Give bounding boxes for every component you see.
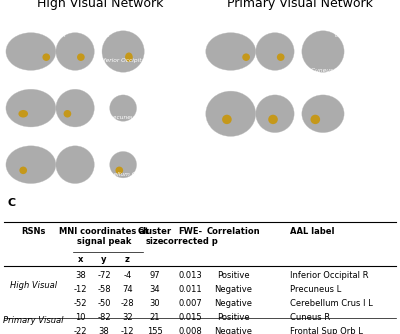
Text: Negative: Negative bbox=[214, 299, 252, 308]
Text: P: P bbox=[125, 82, 128, 87]
Text: Negative: Negative bbox=[214, 327, 252, 334]
Text: Cuneus R: Cuneus R bbox=[311, 68, 339, 73]
Ellipse shape bbox=[56, 33, 94, 70]
Ellipse shape bbox=[310, 115, 320, 124]
Ellipse shape bbox=[6, 146, 56, 184]
Text: L: L bbox=[292, 33, 295, 38]
Text: 74: 74 bbox=[122, 285, 133, 294]
Text: z: z bbox=[125, 255, 130, 264]
Text: Precuneus L: Precuneus L bbox=[290, 285, 342, 294]
Text: Primary Visual: Primary Visual bbox=[3, 316, 64, 325]
Text: Positive: Positive bbox=[217, 313, 250, 322]
Ellipse shape bbox=[19, 167, 27, 174]
Text: A: A bbox=[367, 14, 370, 19]
Text: A: A bbox=[54, 33, 57, 38]
Text: Correlation: Correlation bbox=[206, 227, 260, 236]
Text: R: R bbox=[106, 33, 109, 38]
Text: R: R bbox=[62, 33, 65, 38]
Text: A: A bbox=[125, 14, 128, 19]
Text: Negative: Negative bbox=[214, 285, 252, 294]
Text: x: x bbox=[78, 255, 83, 264]
Text: P: P bbox=[6, 33, 9, 38]
Ellipse shape bbox=[206, 91, 256, 136]
Text: B: B bbox=[202, 0, 210, 1]
Text: -82: -82 bbox=[97, 313, 111, 322]
Ellipse shape bbox=[6, 89, 56, 127]
Text: Frontal Sup Orb L: Frontal Sup Orb L bbox=[299, 162, 351, 167]
Ellipse shape bbox=[302, 95, 344, 133]
Title: High Visual Network: High Visual Network bbox=[37, 0, 163, 10]
Text: P: P bbox=[367, 80, 370, 85]
Text: -72: -72 bbox=[97, 271, 111, 280]
Text: -22: -22 bbox=[74, 327, 87, 334]
Ellipse shape bbox=[110, 152, 136, 178]
Text: AAL label: AAL label bbox=[290, 227, 335, 236]
Text: Frontal Sup Orb L: Frontal Sup Orb L bbox=[290, 327, 363, 334]
Text: -28: -28 bbox=[121, 299, 134, 308]
Text: 0.007: 0.007 bbox=[178, 299, 202, 308]
Text: R: R bbox=[258, 33, 261, 38]
Ellipse shape bbox=[277, 53, 284, 61]
Ellipse shape bbox=[116, 167, 123, 174]
Text: 155: 155 bbox=[147, 327, 163, 334]
Text: FWE-
corrected p: FWE- corrected p bbox=[163, 227, 218, 246]
Text: Positive: Positive bbox=[217, 271, 250, 280]
Ellipse shape bbox=[42, 53, 50, 61]
Text: y: y bbox=[101, 255, 107, 264]
Ellipse shape bbox=[268, 115, 278, 124]
Text: L: L bbox=[334, 33, 337, 38]
Text: Inferior Occipital R: Inferior Occipital R bbox=[98, 58, 152, 63]
Ellipse shape bbox=[18, 110, 28, 118]
Ellipse shape bbox=[125, 52, 133, 62]
Text: -50: -50 bbox=[97, 299, 111, 308]
Ellipse shape bbox=[242, 53, 250, 61]
Text: High Visual: High Visual bbox=[10, 281, 57, 290]
Text: -12: -12 bbox=[121, 327, 134, 334]
Text: Cerebellum Crus I L: Cerebellum Crus I L bbox=[290, 299, 373, 308]
Text: 0.011: 0.011 bbox=[178, 285, 202, 294]
Ellipse shape bbox=[102, 31, 144, 72]
Text: Cluster
size: Cluster size bbox=[138, 227, 172, 246]
Ellipse shape bbox=[256, 33, 294, 70]
Text: C: C bbox=[8, 198, 16, 208]
Text: 34: 34 bbox=[150, 285, 160, 294]
Ellipse shape bbox=[110, 95, 136, 121]
Text: 38: 38 bbox=[98, 327, 109, 334]
Text: -12: -12 bbox=[74, 285, 87, 294]
Title: Primary Visual Network: Primary Visual Network bbox=[227, 0, 373, 10]
Text: 38: 38 bbox=[75, 271, 86, 280]
Text: R: R bbox=[300, 33, 303, 38]
Text: 97: 97 bbox=[150, 271, 160, 280]
Text: -52: -52 bbox=[74, 299, 87, 308]
Text: Cerebellum Crus I L: Cerebellum Crus I L bbox=[96, 172, 154, 177]
Text: A: A bbox=[2, 0, 11, 1]
Ellipse shape bbox=[302, 31, 344, 72]
Text: 0.015: 0.015 bbox=[178, 313, 202, 322]
Ellipse shape bbox=[206, 33, 256, 70]
Ellipse shape bbox=[77, 53, 85, 61]
Text: 0.013: 0.013 bbox=[178, 271, 202, 280]
Text: MNI coordinates at
signal peak: MNI coordinates at signal peak bbox=[59, 227, 149, 246]
Text: 21: 21 bbox=[150, 313, 160, 322]
Ellipse shape bbox=[64, 110, 71, 118]
Text: 0.008: 0.008 bbox=[178, 327, 202, 334]
Text: 32: 32 bbox=[122, 313, 133, 322]
Text: L: L bbox=[142, 33, 145, 38]
Ellipse shape bbox=[222, 115, 232, 124]
Text: Inferior Occipital R: Inferior Occipital R bbox=[290, 271, 369, 280]
Text: Cuneus R: Cuneus R bbox=[290, 313, 330, 322]
Ellipse shape bbox=[6, 33, 56, 70]
Text: -4: -4 bbox=[123, 271, 132, 280]
Ellipse shape bbox=[56, 146, 94, 184]
Text: Precuneus L: Precuneus L bbox=[107, 115, 143, 120]
Text: RSNs: RSNs bbox=[21, 227, 46, 236]
Ellipse shape bbox=[256, 95, 294, 133]
Text: A: A bbox=[250, 33, 253, 38]
Text: -58: -58 bbox=[97, 285, 111, 294]
Text: L: L bbox=[96, 33, 99, 38]
Text: P: P bbox=[206, 33, 209, 38]
Text: 10: 10 bbox=[75, 313, 86, 322]
Ellipse shape bbox=[56, 89, 94, 127]
Text: 30: 30 bbox=[150, 299, 160, 308]
